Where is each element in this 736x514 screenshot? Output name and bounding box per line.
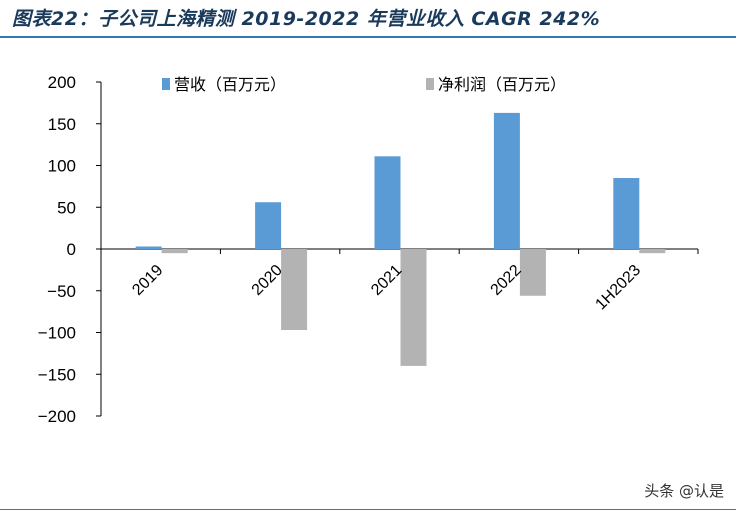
bar-revenue [613, 178, 640, 249]
x-category-label: 1H2023 [592, 262, 644, 314]
title-divider [0, 36, 736, 38]
x-category-label: 2021 [368, 262, 405, 299]
legend-swatch-revenue [162, 78, 170, 90]
bar-revenue [255, 202, 282, 249]
y-tick-label: 50 [57, 198, 76, 217]
x-category-label: 2019 [129, 262, 166, 299]
bar-profit [639, 249, 666, 254]
chart-title: 图表22：子公司上海精测 2019-2022 年营业收入 CAGR 242% [12, 8, 601, 30]
legend-swatch-profit [426, 78, 434, 90]
x-category-label: 2020 [249, 262, 286, 299]
y-tick-label: −200 [38, 407, 76, 426]
bar-revenue [135, 246, 162, 249]
bar-revenue [374, 156, 401, 249]
y-tick-label: 150 [48, 115, 76, 134]
bar-profit [400, 249, 427, 366]
legend-label-revenue: 营收（百万元） [174, 75, 286, 94]
y-tick-label: −50 [47, 282, 76, 301]
y-tick-label: 100 [48, 157, 76, 176]
legend-label-profit: 净利润（百万元） [438, 75, 566, 94]
bar-profit [161, 249, 188, 254]
legend: 营收（百万元） 净利润（百万元） [162, 75, 566, 94]
y-tick-label: 200 [48, 73, 76, 92]
watermark: 头条 @认是 [644, 482, 724, 500]
y-tick-label: −100 [38, 324, 76, 343]
bar-profit [281, 249, 308, 330]
y-tick-label: 0 [67, 240, 76, 259]
bar-revenue [493, 112, 520, 250]
bar-profit [519, 249, 546, 296]
bottom-divider [0, 509, 736, 510]
x-category-label: 2022 [488, 262, 525, 299]
y-tick-label: −150 [38, 365, 76, 384]
